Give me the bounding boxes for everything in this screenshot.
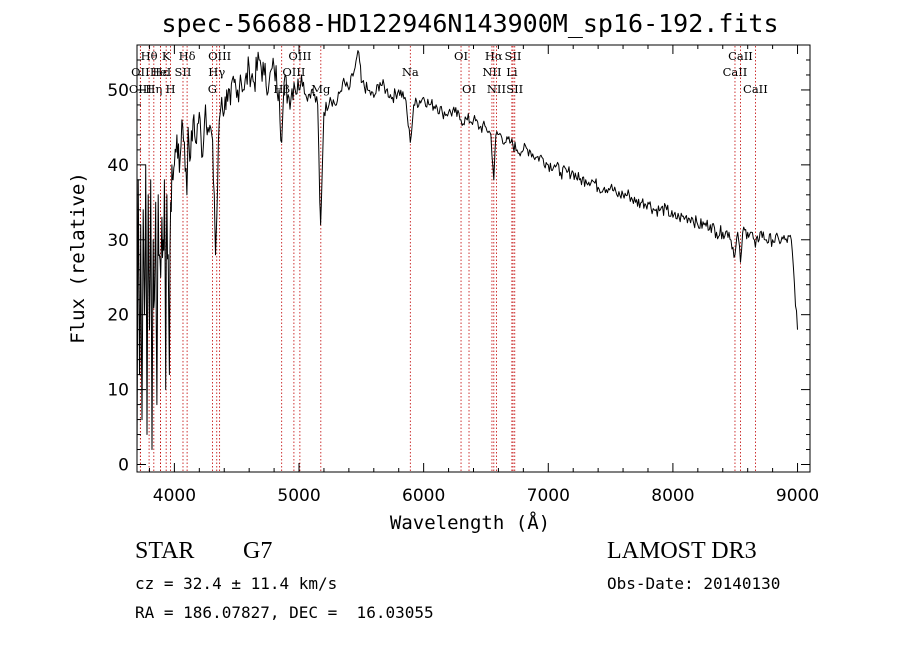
object-type: STAR xyxy=(135,538,195,564)
spectrum-series xyxy=(136,50,798,458)
chart-title: spec-56688-HD122946N143900M_sp16-192.fit… xyxy=(161,9,778,38)
redshift-readout: cz = 32.4 ± 11.4 km/s xyxy=(135,574,338,593)
obs-date: Obs-Date: 20140130 xyxy=(607,574,781,593)
line-label-18: OI xyxy=(454,49,468,63)
y-tick-label-2: 20 xyxy=(107,306,129,326)
x-tick-label-5: 9000 xyxy=(776,486,819,506)
line-label-22: NII xyxy=(487,82,506,96)
line-label-5: K xyxy=(162,49,171,63)
line-label-4: Hη xyxy=(145,82,162,96)
line-label-10: G xyxy=(208,82,217,96)
line-label-11: Hγ xyxy=(208,65,225,79)
x-axis-label: Wavelength (Å) xyxy=(390,511,550,534)
line-label-27: CaII xyxy=(728,49,753,63)
x-tick-label-4: 8000 xyxy=(651,486,694,506)
line-label-25: SII xyxy=(506,82,523,96)
y-tick-label-4: 40 xyxy=(107,156,129,176)
line-label-8: SII xyxy=(175,65,192,79)
y-tick-label-5: 50 xyxy=(107,81,129,101)
coordinates: RA = 186.07827, DEC = 16.03055 xyxy=(135,603,434,622)
subclass: G7 xyxy=(243,538,273,564)
line-label-23: SII xyxy=(505,49,522,63)
line-label-17: Na xyxy=(402,65,419,79)
axis-ticks: 4000 5000 6000 7000 8000 9000 0 10 20 30 40 50 xyxy=(107,45,819,506)
x-tick-label-3: 7000 xyxy=(527,486,570,506)
line-label-26: CaII xyxy=(723,65,748,79)
x-tick-label-2: 6000 xyxy=(402,486,445,506)
line-label-12: OIII xyxy=(208,49,231,63)
survey-name: LAMOST DR3 xyxy=(607,538,757,564)
y-tick-label-1: 10 xyxy=(107,381,129,401)
line-label-19: OI xyxy=(462,82,476,96)
y-tick-label-0: 0 xyxy=(118,456,129,476)
line-label-24: Li xyxy=(506,65,518,79)
spectrum-line xyxy=(136,50,798,458)
line-label-0: Hθ xyxy=(141,49,158,63)
x-tick-label-0: 4000 xyxy=(153,486,196,506)
line-label-20: Hα xyxy=(485,49,503,63)
line-label-15: OIII xyxy=(288,49,311,63)
line-label-16: Mg xyxy=(311,82,331,96)
plot-frame xyxy=(136,44,811,473)
line-label-2: OIII xyxy=(129,82,152,96)
y-tick-label-3: 30 xyxy=(107,231,129,251)
line-label-9: Hδ xyxy=(179,49,196,63)
x-tick-label-1: 5000 xyxy=(277,486,320,506)
y-axis-label: Flux (relative) xyxy=(67,172,89,344)
line-label-6: H xyxy=(166,82,176,96)
line-label-28: CaII xyxy=(743,82,768,96)
line-label-7: HeI xyxy=(150,65,171,79)
line-label-21: NII xyxy=(482,65,501,79)
line-label-13: Hβ xyxy=(273,82,290,96)
